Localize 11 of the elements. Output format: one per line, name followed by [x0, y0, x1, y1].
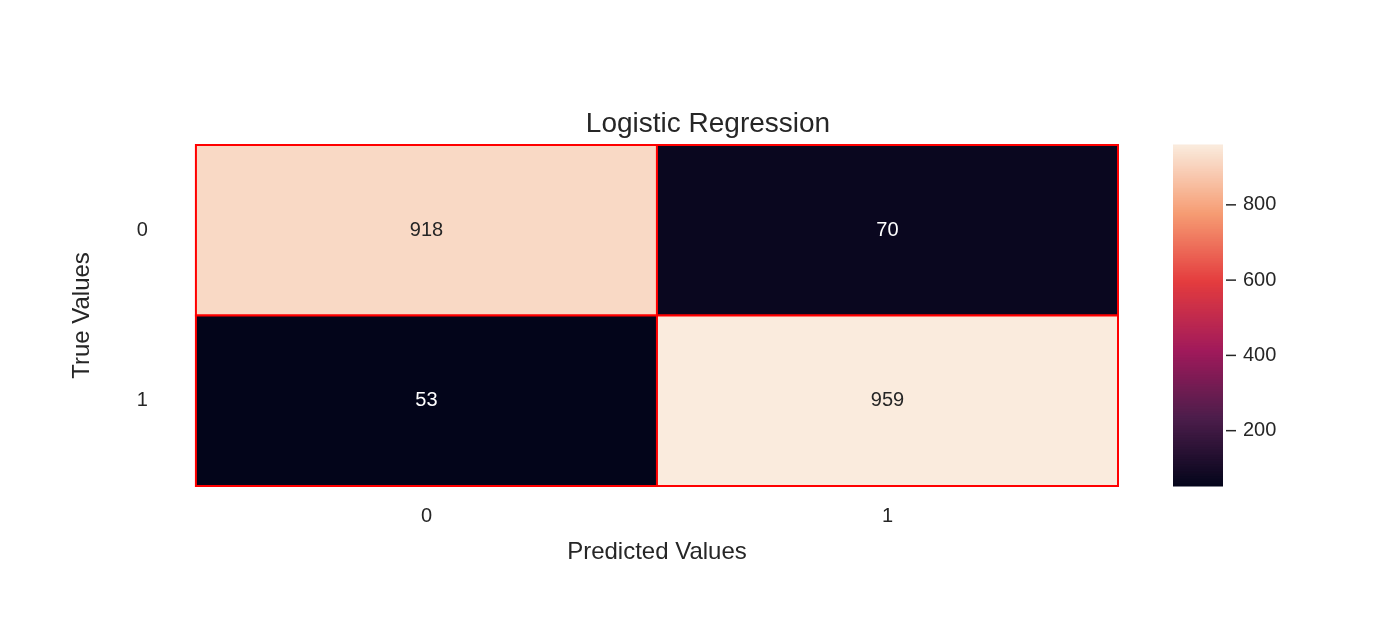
x-axis-title: Predicted Values — [567, 537, 747, 565]
color-bar-label: 200 — [1243, 418, 1277, 441]
color-bar-label: 600 — [1243, 267, 1277, 290]
data-label: 918 — [409, 217, 444, 240]
color-bar-label: 800 — [1243, 192, 1277, 215]
color-bar-label: 400 — [1243, 342, 1277, 365]
data-label: 70 — [876, 217, 899, 240]
y-axis-title: True Values — [67, 252, 95, 379]
chart-title: Logistic Regression — [585, 106, 831, 138]
data-label: 959 — [870, 388, 905, 411]
data-label: 53 — [415, 388, 438, 411]
